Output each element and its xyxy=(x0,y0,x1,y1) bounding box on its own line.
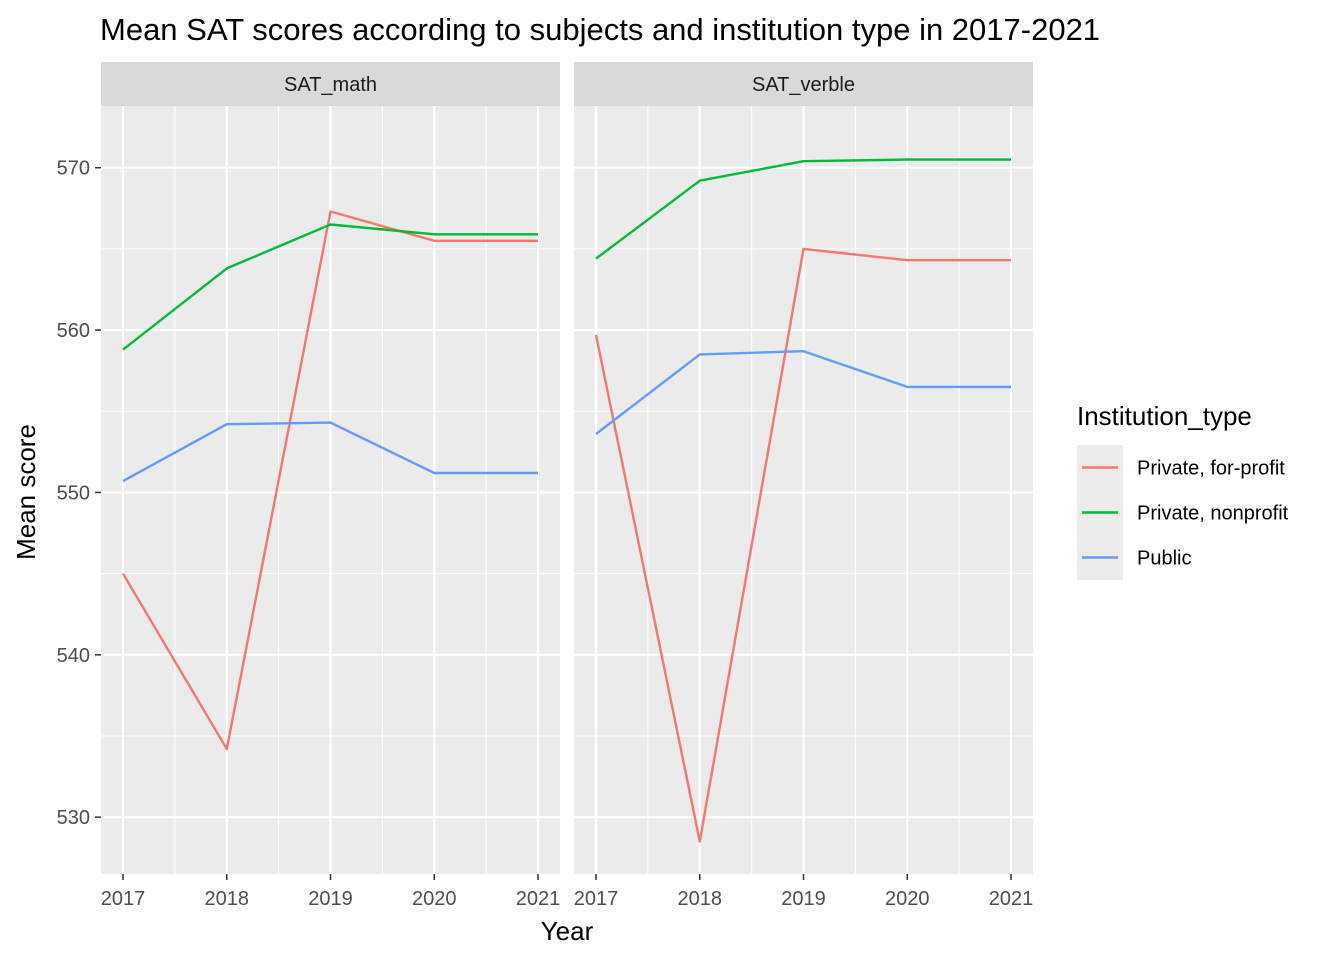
facet-strip-label: SAT_verble xyxy=(752,74,855,96)
x-tick-label: 2019 xyxy=(308,888,353,910)
legend-item: Private, for-profit xyxy=(1077,445,1285,490)
series-line xyxy=(595,350,1011,435)
x-tick-label: 2021 xyxy=(989,888,1034,910)
legend-item: Private, nonprofit xyxy=(1077,490,1289,535)
x-axis-title: Year xyxy=(541,916,594,946)
y-tick-label: 560 xyxy=(57,320,90,342)
y-tick-label: 570 xyxy=(57,158,90,180)
series-line xyxy=(122,223,538,351)
legend-item: Public xyxy=(1077,535,1191,580)
facet-panels: SAT_math 2017 2018 2019 2020 2021 SAT_verble 20… xyxy=(101,62,1034,910)
x-tick-label: 2020 xyxy=(412,888,457,910)
x-tick-label: 2017 xyxy=(101,888,146,910)
facet-strip xyxy=(574,62,1033,106)
y-tick-label: 550 xyxy=(57,482,90,504)
facet-SAT_math: SAT_math 2017 2018 2019 2020 2021 xyxy=(101,62,561,910)
y-axis-title: Mean score xyxy=(11,424,41,560)
chart-title: Mean SAT scores according to subjects an… xyxy=(100,12,1100,47)
facet-strip xyxy=(101,62,560,106)
series-line xyxy=(594,247,1011,843)
x-tick-label: 2019 xyxy=(781,888,826,910)
series-line xyxy=(595,158,1011,260)
legend-label: Private, for-profit xyxy=(1137,458,1285,480)
y-tick-label: 530 xyxy=(57,807,90,829)
series-line xyxy=(122,421,538,483)
series-line xyxy=(121,210,538,751)
y-tick-label: 540 xyxy=(57,645,90,667)
x-tick-label: 2020 xyxy=(885,888,930,910)
legend-title: Institution_type xyxy=(1077,401,1252,431)
facet-strip-label: SAT_math xyxy=(284,74,377,96)
x-tick-label: 2018 xyxy=(205,888,250,910)
x-tick-label: 2017 xyxy=(574,888,619,910)
x-tick-label: 2021 xyxy=(516,888,561,910)
legend-label: Public xyxy=(1137,548,1191,570)
y-axis: 530 540 550 560 570 xyxy=(57,158,101,829)
x-tick-label: 2018 xyxy=(678,888,723,910)
legend-label: Private, nonprofit xyxy=(1137,503,1289,525)
facet-SAT_verble: SAT_verble 2017 2018 2019 2020 2021 xyxy=(574,62,1034,910)
legend: Private, for-profit Private, nonprofit Pub… xyxy=(1077,445,1289,580)
